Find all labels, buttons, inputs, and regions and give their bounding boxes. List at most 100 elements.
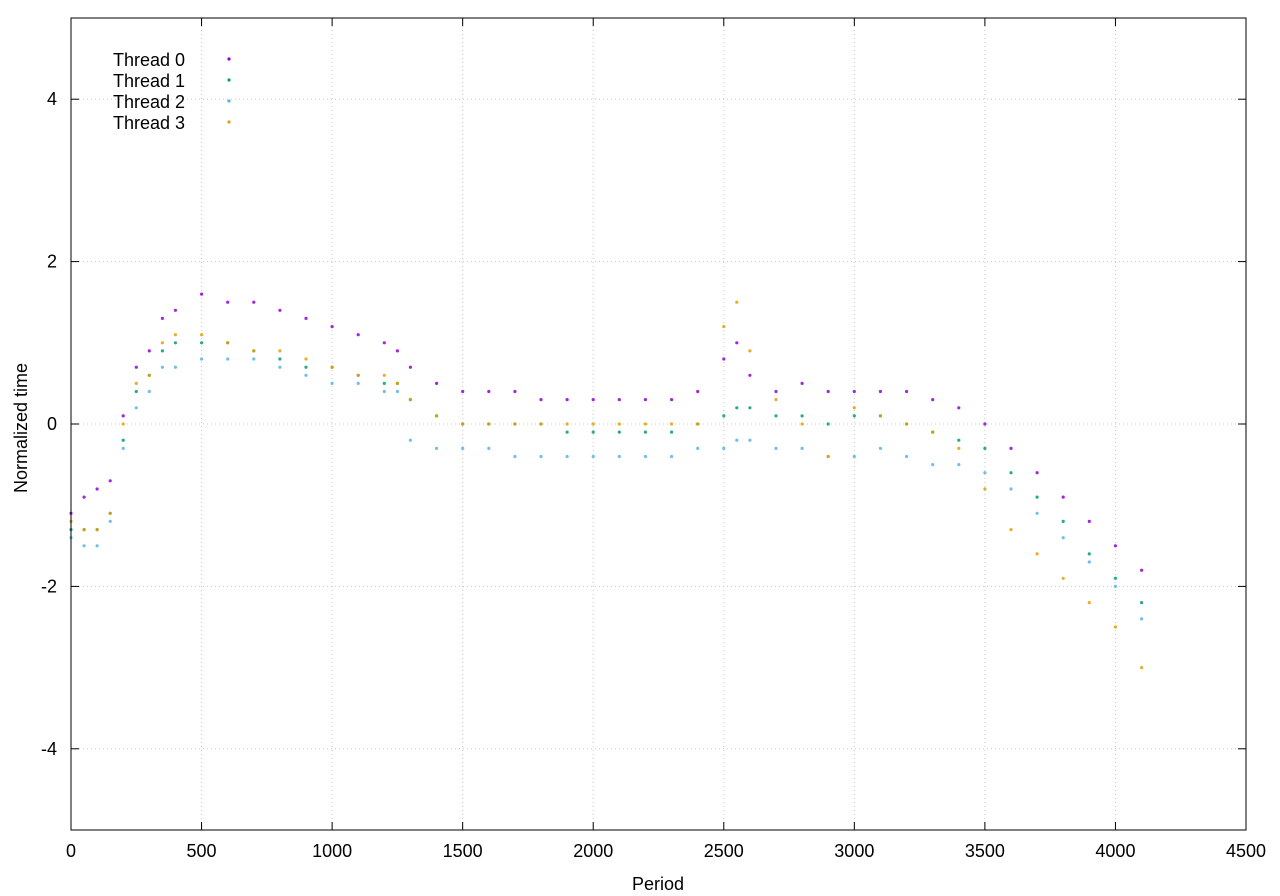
data-point bbox=[1113, 584, 1117, 589]
data-point bbox=[800, 422, 804, 426]
data-point bbox=[643, 454, 648, 459]
y-axis-label: Normalized time bbox=[11, 363, 31, 493]
data-point bbox=[643, 422, 648, 426]
legend-marker bbox=[227, 120, 231, 124]
data-point bbox=[108, 511, 112, 515]
data-point bbox=[395, 381, 399, 385]
data-point bbox=[1061, 519, 1065, 524]
data-point bbox=[774, 398, 778, 402]
data-point bbox=[983, 471, 987, 475]
legend-label: Thread 3 bbox=[113, 113, 185, 133]
data-point bbox=[565, 398, 569, 402]
data-point bbox=[591, 398, 595, 402]
data-point bbox=[304, 373, 308, 377]
data-point bbox=[134, 381, 138, 385]
data-point bbox=[95, 528, 99, 532]
data-point bbox=[513, 454, 517, 459]
data-point bbox=[905, 422, 909, 426]
data-point bbox=[957, 463, 961, 467]
grid bbox=[71, 18, 1246, 830]
data-point bbox=[226, 300, 230, 304]
data-point bbox=[1009, 487, 1013, 491]
data-point bbox=[121, 414, 125, 418]
data-point bbox=[1087, 560, 1091, 564]
data-point bbox=[696, 446, 700, 450]
data-point bbox=[121, 422, 125, 426]
data-point bbox=[539, 398, 543, 402]
data-point bbox=[356, 333, 360, 337]
data-point bbox=[1113, 625, 1117, 629]
data-point bbox=[382, 373, 386, 377]
legend-item: Thread 0 bbox=[113, 50, 231, 70]
data-point bbox=[304, 365, 308, 369]
legend-label: Thread 2 bbox=[113, 92, 185, 112]
data-point bbox=[200, 341, 204, 345]
data-point bbox=[931, 398, 935, 402]
data-point bbox=[1140, 617, 1144, 621]
y-tick-label: -4 bbox=[41, 739, 57, 759]
data-point bbox=[983, 446, 987, 450]
legend-item: Thread 1 bbox=[113, 71, 231, 91]
data-point bbox=[382, 389, 386, 394]
data-point bbox=[617, 398, 621, 402]
data-point bbox=[160, 341, 164, 345]
data-point bbox=[356, 373, 360, 377]
data-point bbox=[800, 381, 804, 385]
series-2-points bbox=[69, 357, 1144, 621]
data-point bbox=[134, 389, 138, 394]
data-point bbox=[735, 341, 739, 345]
data-point bbox=[748, 373, 752, 377]
data-point bbox=[395, 349, 399, 353]
data-point bbox=[565, 454, 569, 459]
data-point bbox=[800, 414, 804, 418]
y-tick-label: 4 bbox=[47, 89, 57, 109]
data-point bbox=[356, 381, 360, 385]
data-point bbox=[539, 422, 543, 426]
data-point bbox=[1035, 511, 1039, 515]
data-point bbox=[1140, 601, 1144, 605]
x-tick-label: 2500 bbox=[704, 841, 744, 861]
data-point bbox=[278, 308, 282, 312]
data-point bbox=[487, 422, 491, 426]
data-point bbox=[408, 438, 412, 442]
data-point bbox=[670, 398, 674, 402]
data-point bbox=[931, 430, 935, 434]
data-point bbox=[226, 357, 230, 361]
y-tick-label: 2 bbox=[47, 252, 57, 272]
data-point bbox=[200, 292, 204, 296]
data-point bbox=[617, 430, 621, 434]
legend-label: Thread 1 bbox=[113, 71, 185, 91]
data-point bbox=[382, 341, 386, 345]
legend-marker bbox=[227, 78, 231, 82]
data-point bbox=[330, 365, 334, 369]
x-tick-label: 4000 bbox=[1095, 841, 1135, 861]
data-point bbox=[722, 414, 726, 418]
x-tick-label: 2000 bbox=[573, 841, 613, 861]
data-point bbox=[826, 389, 830, 394]
data-point bbox=[147, 373, 151, 377]
data-point bbox=[905, 389, 909, 394]
data-point bbox=[957, 446, 961, 450]
data-point bbox=[983, 487, 987, 491]
data-point bbox=[1061, 495, 1065, 499]
x-tick-label: 0 bbox=[66, 841, 76, 861]
data-point bbox=[1009, 446, 1013, 450]
data-point bbox=[1061, 536, 1065, 540]
data-point bbox=[748, 349, 752, 353]
data-point bbox=[147, 389, 151, 394]
data-point bbox=[617, 422, 621, 426]
data-point bbox=[108, 479, 112, 483]
data-point bbox=[670, 422, 674, 426]
data-point bbox=[905, 454, 909, 459]
data-point bbox=[670, 454, 674, 459]
data-point bbox=[852, 414, 856, 418]
data-point bbox=[1087, 519, 1091, 524]
data-point bbox=[382, 381, 386, 385]
series-1-points bbox=[69, 341, 1144, 605]
data-point bbox=[983, 422, 987, 426]
data-point bbox=[147, 349, 151, 353]
data-point bbox=[774, 446, 778, 450]
data-point bbox=[565, 430, 569, 434]
